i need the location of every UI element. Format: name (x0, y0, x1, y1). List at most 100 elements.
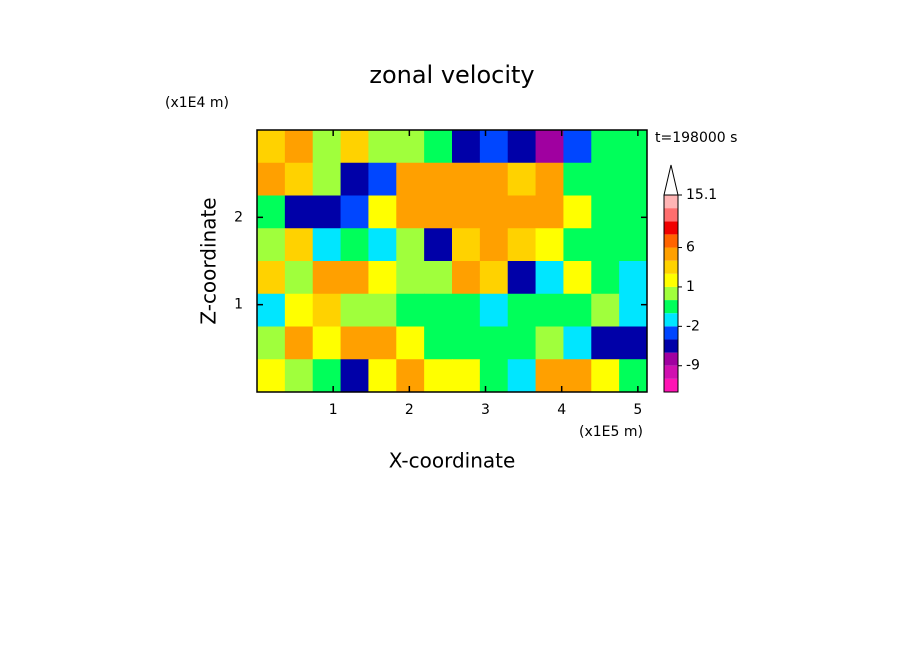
field-cell (507, 130, 537, 164)
x-unit: (x1E5 m) (579, 424, 643, 440)
field-cell (619, 228, 648, 262)
colorbar-band (664, 234, 678, 248)
x-tick-label: 5 (633, 402, 642, 418)
field-cell (284, 195, 314, 229)
chart-title: zonal velocity (369, 61, 534, 89)
field-cell (591, 195, 620, 229)
field-cell (535, 261, 564, 295)
field-cell (368, 359, 397, 393)
field-cell (312, 359, 342, 393)
field-cell (396, 359, 425, 393)
field-cell (424, 130, 453, 164)
colorbar-band (664, 221, 678, 235)
x-tick-label: 4 (557, 402, 566, 418)
field-cell (591, 359, 620, 393)
field-cell (619, 162, 648, 196)
field-cell (591, 228, 620, 262)
y-tick-label: 1 (234, 297, 243, 313)
field-cell (312, 261, 342, 295)
colorbar-band (664, 352, 678, 366)
field-cell (284, 130, 314, 164)
field-cell (452, 261, 481, 295)
field-cell (368, 261, 397, 295)
colorbar-band (664, 195, 678, 209)
field-cell (257, 228, 286, 262)
colorbar-band (664, 300, 678, 314)
field-cell (563, 293, 592, 327)
colorbar-tick-label: -9 (686, 358, 700, 374)
field-cell (507, 261, 537, 295)
field-cell (591, 130, 620, 164)
plot-frame (256, 129, 648, 393)
field-cell (257, 195, 286, 229)
field-cell (340, 359, 369, 393)
colorbar-band (664, 365, 678, 379)
field-cell (396, 228, 425, 262)
field-cell (479, 359, 509, 393)
field-cell (284, 261, 314, 295)
field-cell (284, 162, 314, 196)
field-cell (312, 326, 342, 360)
field-cell (396, 195, 425, 229)
field-cell (424, 293, 453, 327)
x-tick-label: 3 (481, 402, 490, 418)
field-cell (368, 130, 397, 164)
colorbar-tick-label: 15.1 (686, 187, 717, 203)
field-cell (340, 293, 369, 327)
field-cell (424, 195, 453, 229)
field-cell (284, 359, 314, 393)
field-cell (312, 293, 342, 327)
field-cell (479, 293, 509, 327)
field-cell (368, 293, 397, 327)
field-cell (507, 293, 537, 327)
field-cell (340, 261, 369, 295)
field-cell (479, 162, 509, 196)
field-cell (340, 195, 369, 229)
field-cell (591, 293, 620, 327)
field-cell (535, 359, 564, 393)
field-cell (535, 228, 564, 262)
field-cell (312, 228, 342, 262)
field-cell (479, 130, 509, 164)
field-cell (563, 261, 592, 295)
field-cell (563, 326, 592, 360)
y-axis-title: Z-coordinate (197, 197, 221, 324)
field-cell (619, 326, 648, 360)
colorbar-band (664, 313, 678, 327)
colorbar-tick-label: -2 (686, 318, 700, 334)
field-cell (424, 228, 453, 262)
field-cell (257, 359, 286, 393)
colorbar-band (664, 326, 678, 340)
field-cell (452, 326, 481, 360)
field-cell (619, 261, 648, 295)
colorbar-band (664, 339, 678, 353)
field-cell (396, 261, 425, 295)
colorbar-tick-label: 6 (686, 240, 695, 256)
field-cell (340, 326, 369, 360)
field-cell (257, 326, 286, 360)
field-cell (563, 162, 592, 196)
field-cell (368, 228, 397, 262)
field-cell (368, 195, 397, 229)
field-cell (368, 326, 397, 360)
colorbar-band (664, 273, 678, 287)
field-cell (424, 162, 453, 196)
colorbar-band (664, 260, 678, 274)
colorbar-band (664, 378, 678, 392)
field-cell (452, 162, 481, 196)
field-cell (479, 261, 509, 295)
field-cell (563, 130, 592, 164)
field-cell (563, 228, 592, 262)
field-cell (312, 130, 342, 164)
field-cell (535, 326, 564, 360)
field-cell (257, 293, 286, 327)
field-cell (396, 293, 425, 327)
field-cell (507, 162, 537, 196)
field-cell (507, 359, 537, 393)
field-cell (452, 130, 481, 164)
x-tick-label: 1 (329, 402, 338, 418)
field-cell (340, 228, 369, 262)
field-cell (507, 326, 537, 360)
colorbar-band (664, 247, 678, 261)
